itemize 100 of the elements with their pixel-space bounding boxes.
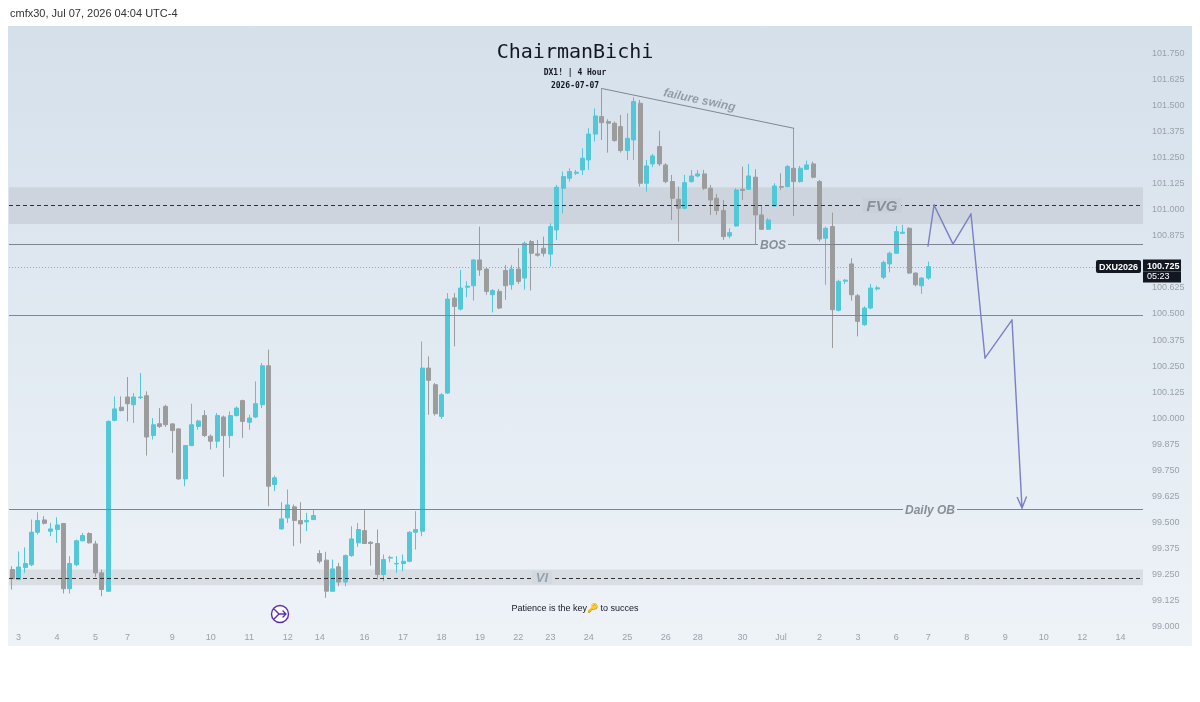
candlestick	[324, 551, 329, 599]
x-tick-label: 22	[513, 631, 524, 642]
candlestick	[272, 475, 277, 492]
candlestick	[375, 529, 380, 581]
candlestick	[48, 522, 53, 537]
candlestick	[522, 241, 527, 291]
y-tick-label: 99.000	[1152, 621, 1180, 631]
y-tick-label: 100.250	[1152, 360, 1185, 371]
x-tick-label: 24	[583, 631, 594, 642]
x-tick-label: 19	[474, 631, 485, 642]
annotation: Patience is the key🔑 to succes	[511, 602, 640, 614]
candlestick	[119, 395, 124, 412]
y-tick-label: 101.375	[1152, 126, 1185, 137]
x-tick-label: 16	[359, 631, 370, 642]
candlestick	[388, 555, 393, 563]
candlestick	[746, 163, 751, 191]
candlestick	[599, 87, 604, 141]
x-tick-label: 25	[622, 631, 633, 642]
candlestick	[836, 279, 841, 312]
x-tick-label: 11	[244, 631, 254, 642]
x-tick-label: 30	[737, 631, 748, 642]
x-tick-label: 7	[925, 631, 931, 642]
text: 05:23	[1147, 271, 1170, 282]
y-tick-label: 101.000	[1152, 204, 1185, 215]
y-tick-label: 100.000	[1152, 412, 1185, 423]
x-tick-label: 14	[1115, 631, 1126, 642]
candlestick	[221, 415, 226, 478]
x-tick-label: 17	[398, 631, 409, 642]
candlestick	[875, 285, 880, 292]
candlestick	[208, 434, 213, 451]
candlestick	[843, 278, 848, 285]
y-tick-label: 100.500	[1152, 308, 1185, 319]
candlestick	[682, 174, 687, 210]
candlestick	[516, 247, 521, 285]
candlestick	[445, 292, 450, 395]
y-tick-label: 101.500	[1152, 100, 1185, 111]
candlestick	[260, 362, 265, 409]
candlestick	[381, 554, 386, 582]
text: cmfx30, Jul 07, 2026 04:04 UTC-4	[10, 7, 178, 19]
text: ChairmanBichi	[496, 39, 654, 63]
candlestick	[638, 99, 643, 188]
candlestick	[215, 412, 220, 449]
candlestick	[791, 127, 796, 217]
candlestick	[855, 293, 860, 337]
candlestick	[926, 261, 931, 281]
candlestick	[785, 164, 790, 188]
candlestick	[650, 153, 655, 168]
candlestick	[106, 419, 111, 593]
x-tick-label: 7	[125, 631, 131, 642]
x-tick-label: 4	[54, 631, 60, 642]
candlestick	[125, 376, 130, 422]
x-tick-label: 3	[855, 631, 861, 642]
x-tick-label: 8	[964, 631, 970, 642]
candlestick	[811, 161, 816, 179]
candlestick	[330, 559, 335, 593]
x-tick-label: 2	[816, 631, 822, 642]
candlestick	[644, 159, 649, 193]
candlestick	[484, 267, 489, 296]
candlestick	[266, 349, 271, 507]
x-tick-label: 5	[92, 631, 98, 642]
x-tick-label: 10	[205, 631, 216, 642]
candlestick	[465, 280, 470, 298]
candlestick	[356, 522, 361, 548]
candlestick	[779, 172, 784, 191]
y-tick-label: 99.625	[1152, 490, 1180, 501]
candlestick	[772, 182, 777, 208]
candlestick	[727, 227, 732, 239]
band-label: VI	[535, 569, 549, 585]
y-tick-label: 101.250	[1152, 152, 1185, 163]
candlestick	[593, 107, 598, 143]
candlestick	[131, 392, 136, 424]
y-tick-label: 99.750	[1152, 464, 1180, 475]
candlestick	[202, 409, 207, 438]
candlestick	[144, 390, 149, 457]
x-tick-label: 10	[1038, 631, 1049, 642]
candlestick	[433, 382, 438, 417]
candlestick	[67, 555, 72, 594]
candlestick	[849, 257, 854, 302]
y-tick-label: 100.625	[1152, 282, 1185, 293]
candlestick	[471, 258, 476, 302]
y-tick-label: 99.375	[1152, 542, 1180, 553]
candlestick	[311, 509, 316, 521]
candlestick	[42, 515, 47, 526]
candlestick	[490, 288, 495, 313]
y-tick-label: 101.125	[1152, 178, 1185, 189]
candlestick	[439, 392, 444, 420]
candlestick	[317, 549, 322, 564]
candlestick	[830, 212, 835, 349]
candlestick	[10, 565, 15, 591]
candlestick	[240, 399, 245, 439]
candlestick	[112, 395, 117, 422]
y-tick-label: 100.125	[1152, 386, 1185, 397]
x-tick-label: 28	[692, 631, 703, 642]
candlestick	[304, 512, 309, 532]
x-tick-label: 9	[169, 631, 175, 642]
x-tick-label: 12	[1077, 631, 1088, 642]
x-tick-label: 12	[282, 631, 293, 642]
candlestick	[426, 355, 431, 416]
x-tick-label: Jul	[775, 631, 787, 642]
x-tick-label: 14	[314, 631, 325, 642]
